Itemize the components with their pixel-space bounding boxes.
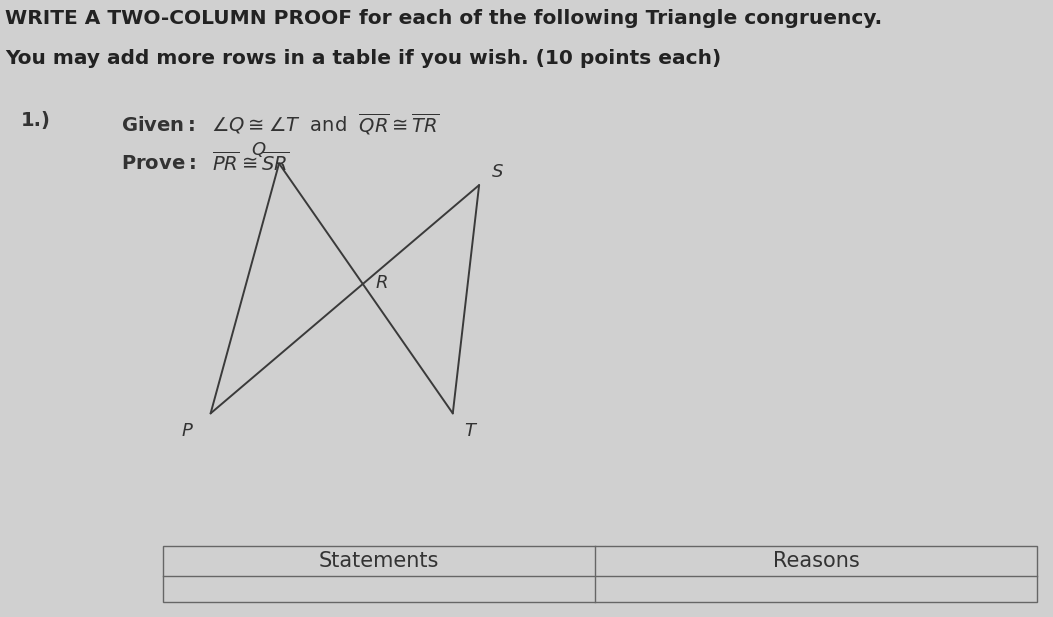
Text: WRITE A TWO-COLUMN PROOF for each of the following Triangle congruency.: WRITE A TWO-COLUMN PROOF for each of the…: [5, 9, 882, 28]
Text: Reasons: Reasons: [773, 551, 859, 571]
Text: T: T: [464, 421, 475, 440]
Text: P: P: [182, 421, 193, 440]
Text: S: S: [493, 162, 503, 181]
Text: 1.): 1.): [21, 111, 51, 130]
Text: You may add more rows in a table if you wish. (10 points each): You may add more rows in a table if you …: [5, 49, 721, 68]
Text: $\mathbf{Given:}$  $\angle Q \cong \angle T$  and  $\overline{QR} \cong \overlin: $\mathbf{Given:}$ $\angle Q \cong \angle…: [121, 111, 439, 137]
Text: Statements: Statements: [319, 551, 439, 571]
Text: R: R: [376, 274, 388, 292]
Text: Q: Q: [251, 141, 265, 159]
Text: $\mathbf{Prove:}$  $\overline{PR} \cong \overline{SR}$: $\mathbf{Prove:}$ $\overline{PR} \cong \…: [121, 151, 290, 175]
